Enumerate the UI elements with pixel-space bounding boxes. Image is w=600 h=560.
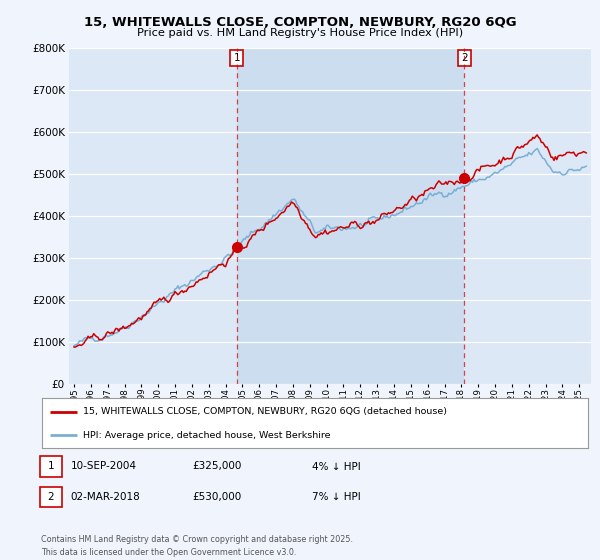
Text: 1: 1	[47, 461, 55, 472]
Text: 7% ↓ HPI: 7% ↓ HPI	[312, 492, 361, 502]
Bar	[237, 48, 464, 384]
Text: £530,000: £530,000	[192, 492, 241, 502]
Text: Price paid vs. HM Land Registry's House Price Index (HPI): Price paid vs. HM Land Registry's House …	[137, 28, 463, 38]
Text: 2: 2	[461, 53, 467, 63]
Text: 1: 1	[233, 53, 240, 63]
Text: HPI: Average price, detached house, West Berkshire: HPI: Average price, detached house, West…	[83, 431, 331, 440]
Text: 10-SEP-2004: 10-SEP-2004	[71, 461, 137, 472]
Text: 2: 2	[47, 492, 55, 502]
Text: 4% ↓ HPI: 4% ↓ HPI	[312, 461, 361, 472]
Text: £325,000: £325,000	[192, 461, 241, 472]
Text: 15, WHITEWALLS CLOSE, COMPTON, NEWBURY, RG20 6QG: 15, WHITEWALLS CLOSE, COMPTON, NEWBURY, …	[83, 16, 517, 29]
Text: 02-MAR-2018: 02-MAR-2018	[71, 492, 140, 502]
Text: Contains HM Land Registry data © Crown copyright and database right 2025.
This d: Contains HM Land Registry data © Crown c…	[41, 535, 353, 557]
Text: 15, WHITEWALLS CLOSE, COMPTON, NEWBURY, RG20 6QG (detached house): 15, WHITEWALLS CLOSE, COMPTON, NEWBURY, …	[83, 407, 447, 416]
